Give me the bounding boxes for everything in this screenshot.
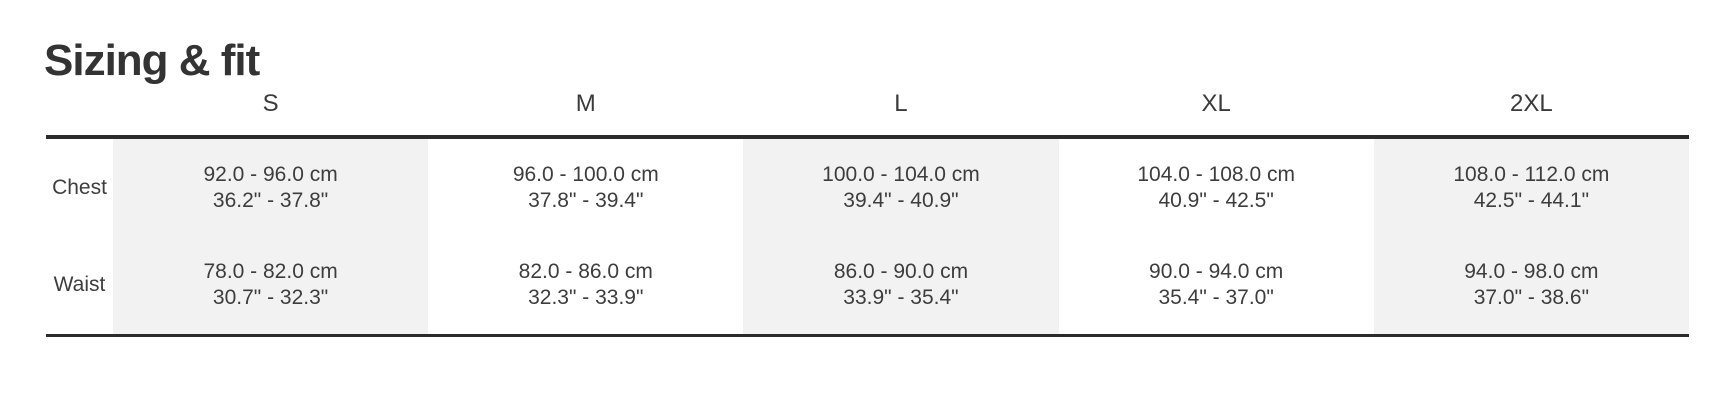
size-header-row: S M L XL 2XL (46, 86, 1689, 139)
measurement-cm: 82.0 - 86.0 cm (518, 259, 653, 283)
measurement-in: 33.9" - 35.4" (843, 285, 959, 309)
measurement-in: 32.3" - 33.9" (528, 285, 644, 309)
sizing-table: S M L XL 2XL Chest 92.0 - 96.0 cm 36.2" … (46, 86, 1689, 337)
column-header-xl: XL (1058, 86, 1374, 139)
size-cell-waist-m: 82.0 - 86.0 cm 32.3" - 33.9" (428, 236, 743, 335)
measurement-in: 37.0" - 38.6" (1473, 285, 1590, 309)
measurement-cm: 94.0 - 98.0 cm (1464, 259, 1599, 283)
size-cell-chest-s: 92.0 - 96.0 cm 36.2" - 37.8" (113, 137, 429, 236)
size-cell-chest-xl: 104.0 - 108.0 cm 40.9" - 42.5" (1059, 137, 1374, 236)
measurement-cm: 100.0 - 104.0 cm (822, 162, 980, 186)
size-cell-waist-s: 78.0 - 82.0 cm 30.7" - 32.3" (113, 236, 429, 335)
column-header-m: M (428, 86, 744, 139)
size-cell-chest-m: 96.0 - 100.0 cm 37.8" - 39.4" (428, 137, 743, 236)
size-cell-waist-xl: 90.0 - 94.0 cm 35.4" - 37.0" (1059, 236, 1374, 335)
measurement-cm: 78.0 - 82.0 cm (203, 259, 338, 283)
size-cell-waist-l: 86.0 - 90.0 cm 33.9" - 35.4" (743, 236, 1059, 335)
measurement-cm: 86.0 - 90.0 cm (833, 259, 969, 283)
page-title: Sizing & fit (44, 36, 260, 85)
measurement-cm: 92.0 - 96.0 cm (203, 162, 338, 186)
measurement-in: 36.2" - 37.8" (212, 188, 329, 212)
measurement-in: 30.7" - 32.3" (212, 285, 329, 309)
size-cell-chest-2xl: 108.0 - 112.0 cm 42.5" - 44.1" (1373, 137, 1689, 236)
measurement-cm: 90.0 - 94.0 cm (1149, 259, 1284, 283)
measurement-in: 35.4" - 37.0" (1158, 285, 1274, 309)
measurement-cm: 108.0 - 112.0 cm (1453, 162, 1610, 186)
size-cell-waist-2xl: 94.0 - 98.0 cm 37.0" - 38.6" (1373, 236, 1689, 335)
column-header-l: L (743, 86, 1059, 139)
measurement-cm: 96.0 - 100.0 cm (512, 162, 659, 186)
measurement-in: 37.8" - 39.4" (528, 188, 644, 212)
size-cell-chest-l: 100.0 - 104.0 cm 39.4" - 40.9" (743, 137, 1059, 236)
column-header-2xl: 2XL (1373, 86, 1689, 139)
sizing-table-section: S M L XL 2XL Chest 92.0 - 96.0 cm 36.2" … (46, 86, 1689, 337)
column-header-s: S (113, 86, 429, 139)
table-row-chest: Chest 92.0 - 96.0 cm 36.2" - 37.8" 96.0 … (46, 137, 1689, 236)
measurement-cm: 104.0 - 108.0 cm (1137, 162, 1295, 186)
table-row-waist: Waist 78.0 - 82.0 cm 30.7" - 32.3" 82.0 … (46, 236, 1689, 335)
measurement-in: 39.4" - 40.9" (843, 188, 959, 212)
measurement-in: 40.9" - 42.5" (1158, 188, 1274, 212)
row-label-waist: Waist (46, 236, 113, 335)
row-label-chest: Chest (46, 137, 113, 236)
measurement-in: 42.5" - 44.1" (1473, 188, 1590, 212)
header-spacer-cell (46, 86, 113, 139)
